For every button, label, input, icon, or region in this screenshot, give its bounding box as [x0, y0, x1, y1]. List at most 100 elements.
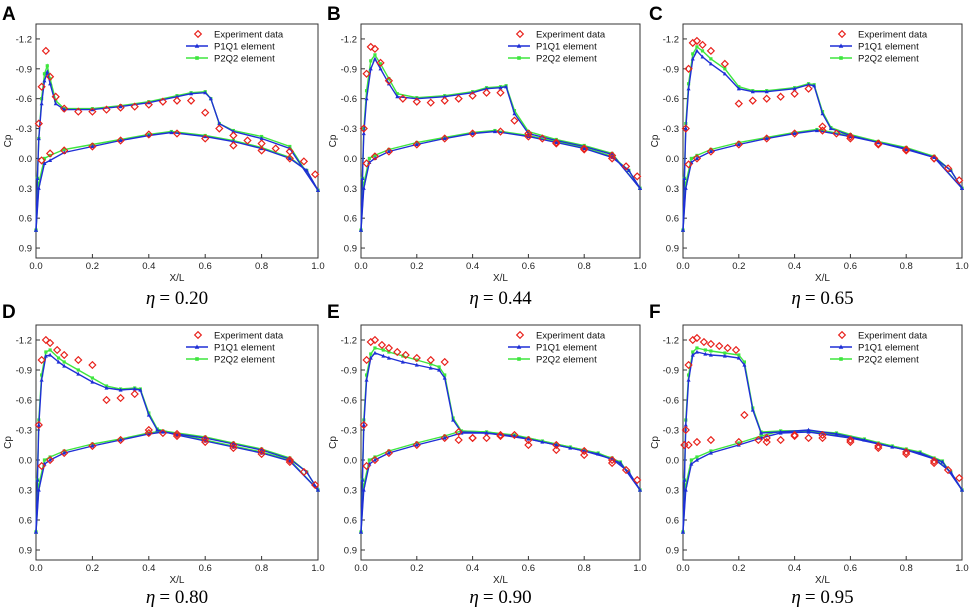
data-point [715, 341, 724, 351]
data-point [372, 56, 377, 61]
x-axis-label: X/L [493, 273, 508, 284]
data-point [691, 350, 695, 354]
data-point [372, 350, 377, 355]
y-tick-label: 0.6 [344, 214, 357, 225]
y-axis-label: Cp [650, 436, 661, 449]
data-point [526, 436, 531, 441]
series-diamond [34, 46, 320, 179]
data-point [56, 359, 61, 364]
data-point [683, 126, 688, 131]
data-point [690, 352, 695, 357]
panel-e: E -1.2 -0.9 -0.6 -0.3 0.0 0.3 0.6 0.9 0.0 0.2 0.4 0.… [327, 302, 647, 608]
series-line-upper [35, 349, 319, 533]
data-point [37, 156, 46, 165]
x-tick-label: 0.6 [199, 563, 212, 574]
data-point [158, 97, 168, 106]
data-point [401, 350, 410, 360]
data-point [231, 129, 236, 134]
legend-label: P1Q1 element [858, 41, 919, 52]
data-point [683, 422, 688, 427]
data-point [552, 138, 561, 147]
data-point [695, 346, 699, 350]
data-point [709, 57, 713, 61]
series-line-upper [682, 49, 963, 231]
data-point [299, 467, 309, 477]
y-tick-label: 0.0 [344, 154, 357, 165]
data-point [90, 144, 95, 149]
legend-marker-experiment [515, 330, 525, 340]
data-point [750, 89, 755, 94]
data-point [42, 78, 47, 83]
eta-value: = 0.20 [159, 288, 208, 309]
panel-f: F -1.2 -0.9 -0.6 -0.3 0.0 0.3 0.6 0.9 0.0 0.2 0.4 0.… [649, 302, 969, 608]
legend-label: P1Q1 element [858, 342, 919, 353]
data-point [362, 159, 371, 168]
data-point [689, 156, 693, 161]
legend-marker-p2q2 [517, 56, 521, 60]
data-point [90, 443, 95, 448]
y-tick-label: -0.3 [663, 426, 679, 437]
legend-label: Experiment data [214, 330, 284, 341]
data-point [778, 430, 783, 435]
legend-label: P2Q2 element [214, 53, 275, 64]
data-point [146, 412, 151, 417]
data-point [130, 389, 139, 399]
data-point [723, 67, 727, 71]
data-point [104, 385, 109, 390]
y-tick-label: 0.0 [19, 456, 32, 467]
data-point [806, 429, 811, 434]
y-tick-label: -0.6 [663, 396, 679, 407]
data-point [442, 94, 447, 99]
eta-value: = 0.95 [805, 587, 854, 608]
legend-marker-p2q2 [839, 357, 843, 361]
data-point [37, 355, 46, 365]
data-point [626, 469, 631, 474]
data-point [285, 455, 294, 465]
data-point [359, 420, 368, 430]
data-point [638, 487, 642, 492]
y-tick-label: 0.0 [666, 154, 679, 165]
data-point [364, 373, 369, 377]
y-tick-label: 0.9 [666, 546, 679, 557]
eta-caption: η = 0.65 [791, 288, 853, 309]
data-point [684, 360, 693, 370]
x-axis-label: X/L [815, 575, 830, 586]
x-tick-label: 0.4 [466, 563, 479, 574]
y-axis-label: Cp [3, 134, 14, 147]
data-point [734, 99, 743, 108]
data-point [74, 107, 83, 116]
legend-label: Experiment data [536, 29, 606, 40]
data-point [62, 360, 66, 364]
eta-symbol: η [469, 288, 478, 309]
data-point [48, 457, 53, 462]
data-point [88, 142, 97, 151]
y-tick-label: -1.2 [341, 336, 357, 347]
series-line-lower [35, 430, 319, 533]
plot-frame [35, 23, 319, 259]
data-point [582, 448, 587, 453]
data-point [381, 348, 385, 352]
data-point [175, 94, 179, 99]
data-point [412, 140, 421, 149]
data-point [316, 188, 320, 192]
data-point [736, 355, 741, 360]
data-point [132, 386, 137, 391]
data-point [384, 76, 394, 85]
y-tick-label: -0.9 [16, 366, 32, 377]
panel-c: C-1.2 -0.9 -0.6 -0.3 0.0 0.3 0.6 0.9 0.0 0.2 0.4 0.… [649, 4, 969, 309]
data-point [943, 164, 953, 173]
data-point [943, 465, 953, 475]
series-diamond [34, 335, 320, 490]
data-point [361, 186, 366, 190]
data-point [257, 446, 266, 456]
data-point [482, 88, 491, 97]
data-point [368, 66, 373, 71]
x-tick-label: 0.6 [199, 261, 212, 272]
data-point [736, 86, 741, 91]
legend-label: P1Q1 element [214, 342, 275, 353]
data-point [706, 435, 716, 445]
data-point [689, 458, 693, 462]
data-point [362, 181, 366, 185]
data-point [311, 480, 320, 490]
